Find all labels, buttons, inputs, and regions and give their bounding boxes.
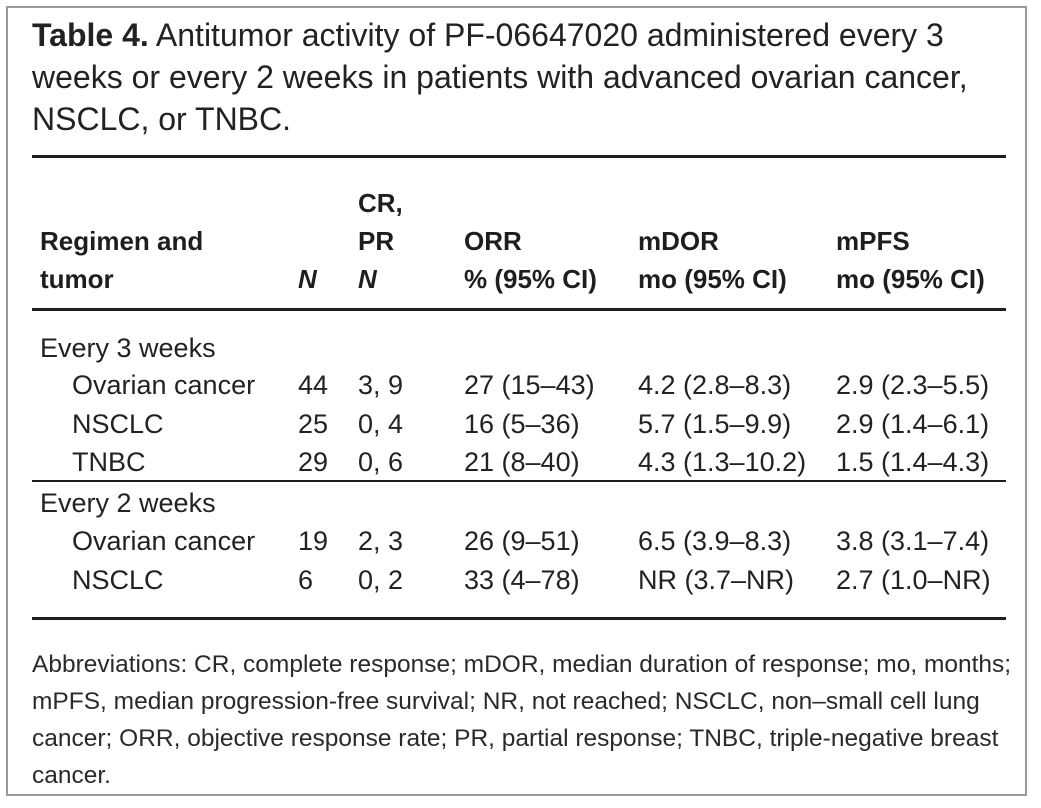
caption-text: Antitumor activity of PF-06647020 admini…: [32, 17, 968, 137]
header-mdor-line2: mo (95% CI): [638, 264, 787, 294]
row-mpfs: 2.7 (1.0–NR): [836, 565, 991, 595]
row-orr: 27 (15–43): [464, 370, 595, 400]
row-crpr: 0, 2: [358, 565, 404, 595]
row-n: 25: [298, 409, 329, 439]
row-mpfs: 3.8 (3.1–7.4): [836, 526, 990, 556]
row-orr: 16 (5–36): [464, 409, 580, 439]
row-n: 6: [298, 565, 314, 595]
row-mdor: 4.3 (1.3–10.2): [638, 447, 807, 477]
header-mpfs-line2: mo (95% CI): [836, 264, 985, 294]
header-mdor-line1: mDOR: [638, 226, 719, 256]
row-n: 44: [298, 370, 329, 400]
row-orr: 33 (4–78): [464, 565, 580, 595]
row-mpfs: 2.9 (2.3–5.5): [836, 370, 990, 400]
row-tumor: Ovarian cancer: [72, 526, 256, 556]
group-label-every-2-weeks: Every 2 weeks: [40, 488, 216, 518]
row-tumor: Ovarian cancer: [72, 370, 256, 400]
row-tumor: TNBC: [72, 447, 146, 477]
row-mpfs: 2.9 (1.4–6.1): [836, 409, 990, 439]
header-crpr-line2: PR: [358, 226, 395, 256]
header-crpr-line1: CR,: [358, 188, 403, 218]
caption-label: Table 4.: [32, 17, 149, 53]
header-n: N: [298, 264, 317, 294]
row-crpr: 0, 4: [358, 409, 404, 439]
row-tumor: NSCLC: [72, 409, 164, 439]
row-mdor: 6.5 (3.9–8.3): [638, 526, 792, 556]
row-crpr: 0, 6: [358, 447, 404, 477]
row-tumor: NSCLC: [72, 565, 164, 595]
top-rule: [32, 155, 1006, 158]
header-mpfs-line1: mPFS: [836, 226, 910, 256]
header-rule: [32, 308, 1006, 311]
group-rule: [32, 480, 1006, 482]
row-mdor: 5.7 (1.5–9.9): [638, 409, 792, 439]
row-orr: 21 (8–40): [464, 447, 580, 477]
header-regimen-line1: Regimen and: [40, 226, 204, 256]
row-mdor: NR (3.7–NR): [638, 565, 795, 595]
table-frame: [6, 6, 1027, 796]
row-crpr: 3, 9: [358, 370, 404, 400]
row-crpr: 2, 3: [358, 526, 404, 556]
header-crpr-line3: N: [358, 264, 377, 294]
group-label-every-3-weeks: Every 3 weeks: [40, 333, 216, 363]
row-mpfs: 1.5 (1.4–4.3): [836, 447, 990, 477]
row-n: 29: [298, 447, 329, 477]
table-caption: Table 4. Antitumor activity of PF-066470…: [32, 14, 1007, 140]
row-orr: 26 (9–51): [464, 526, 580, 556]
header-regimen-line2: tumor: [40, 264, 114, 294]
table-footnote: Abbreviations: CR, complete response; mD…: [32, 651, 1012, 789]
row-mdor: 4.2 (2.8–8.3): [638, 370, 792, 400]
header-orr-line1: ORR: [464, 226, 522, 256]
header-orr-line2: % (95% CI): [464, 264, 597, 294]
bottom-rule: [32, 617, 1006, 620]
row-n: 19: [298, 526, 329, 556]
